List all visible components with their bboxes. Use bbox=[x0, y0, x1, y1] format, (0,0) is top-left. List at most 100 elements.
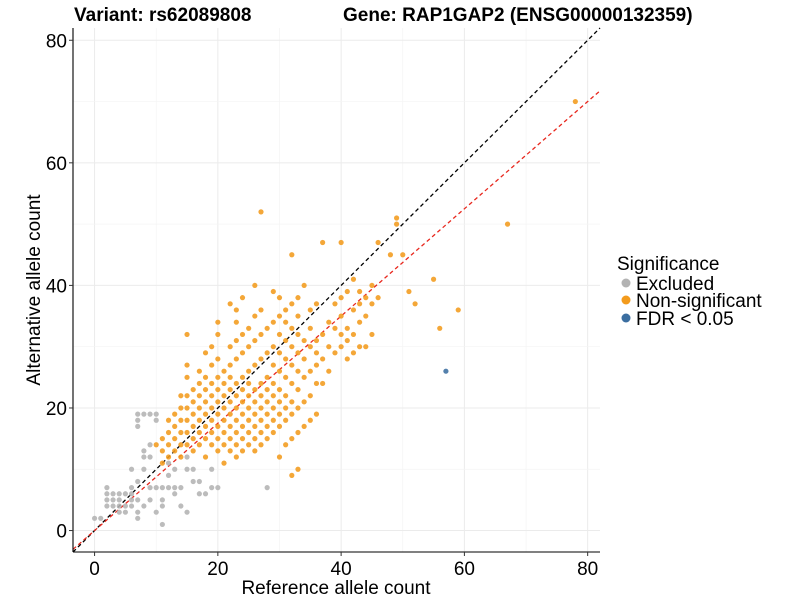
point-non-significant bbox=[276, 423, 283, 429]
point-non-significant bbox=[264, 436, 270, 442]
point-non-significant bbox=[258, 429, 264, 436]
point-excluded bbox=[141, 454, 147, 460]
point-excluded bbox=[159, 497, 165, 503]
point-non-significant bbox=[289, 362, 295, 368]
point-non-significant bbox=[165, 429, 172, 436]
point-non-significant bbox=[363, 295, 369, 301]
y-tick-label: 0 bbox=[56, 522, 67, 543]
point-excluded bbox=[110, 503, 116, 509]
point-non-significant bbox=[196, 429, 202, 436]
point-non-significant bbox=[221, 417, 227, 423]
point-non-significant bbox=[350, 331, 357, 338]
point-non-significant bbox=[172, 436, 178, 442]
point-non-significant bbox=[350, 276, 357, 282]
point-non-significant bbox=[363, 344, 369, 350]
point-non-significant bbox=[239, 399, 246, 405]
point-non-significant bbox=[437, 325, 443, 331]
point-non-significant bbox=[252, 448, 258, 454]
legend-entry-excluded: Excluded bbox=[621, 274, 714, 295]
point-excluded bbox=[147, 411, 153, 417]
point-non-significant bbox=[264, 374, 270, 380]
point-non-significant bbox=[227, 448, 233, 454]
point-non-significant bbox=[455, 307, 461, 313]
point-excluded bbox=[184, 509, 190, 515]
point-non-significant bbox=[295, 466, 301, 472]
point-non-significant bbox=[307, 344, 313, 350]
point-non-significant bbox=[338, 295, 344, 301]
point-non-significant bbox=[246, 368, 252, 374]
point-non-significant bbox=[178, 454, 184, 460]
point-excluded bbox=[190, 466, 196, 472]
point-excluded bbox=[135, 417, 141, 423]
point-excluded bbox=[122, 509, 128, 515]
point-excluded bbox=[116, 491, 122, 497]
y-tick-label: 80 bbox=[46, 31, 67, 52]
point-non-significant bbox=[233, 319, 239, 325]
point-excluded bbox=[135, 509, 141, 515]
point-non-significant bbox=[375, 295, 381, 301]
point-non-significant bbox=[233, 417, 239, 423]
title-variant: Variant: rs62089808 bbox=[74, 5, 251, 26]
point-non-significant bbox=[233, 442, 239, 448]
legend: Significance Excluded Non-significant FD… bbox=[617, 254, 762, 330]
point-non-significant bbox=[313, 350, 320, 356]
point-non-significant bbox=[301, 282, 307, 289]
point-non-significant bbox=[233, 454, 239, 460]
point-excluded bbox=[141, 503, 147, 509]
point-excluded bbox=[172, 466, 178, 472]
point-non-significant bbox=[400, 252, 406, 258]
point-non-significant bbox=[209, 429, 215, 436]
point-non-significant bbox=[276, 350, 283, 356]
point-non-significant bbox=[227, 374, 233, 380]
point-non-significant bbox=[190, 399, 196, 405]
point-non-significant bbox=[209, 344, 215, 350]
point-non-significant bbox=[289, 472, 295, 478]
point-non-significant bbox=[270, 417, 276, 423]
point-non-significant bbox=[239, 436, 246, 442]
point-non-significant bbox=[344, 356, 350, 362]
point-excluded bbox=[122, 503, 128, 509]
point-non-significant bbox=[283, 417, 289, 423]
point-non-significant bbox=[289, 399, 295, 405]
point-non-significant bbox=[264, 423, 270, 429]
point-non-significant bbox=[202, 386, 209, 393]
point-non-significant bbox=[369, 282, 375, 289]
point-non-significant bbox=[357, 301, 363, 307]
point-non-significant bbox=[344, 337, 350, 344]
point-excluded bbox=[104, 491, 110, 497]
point-non-significant bbox=[283, 356, 289, 362]
point-non-significant bbox=[178, 393, 184, 399]
point-non-significant bbox=[215, 423, 221, 429]
x-tick-label: 60 bbox=[454, 559, 475, 580]
point-non-significant bbox=[202, 399, 209, 405]
point-non-significant bbox=[357, 319, 363, 325]
point-non-significant bbox=[320, 331, 326, 338]
point-non-significant bbox=[233, 307, 239, 313]
point-non-significant bbox=[258, 209, 264, 215]
point-non-significant bbox=[233, 405, 239, 411]
point-non-significant bbox=[202, 436, 209, 442]
point-non-significant bbox=[215, 319, 221, 325]
point-excluded bbox=[135, 478, 141, 485]
point-non-significant bbox=[221, 460, 227, 466]
point-non-significant bbox=[184, 374, 190, 380]
point-non-significant bbox=[289, 380, 295, 387]
point-non-significant bbox=[276, 368, 283, 374]
point-non-significant bbox=[221, 368, 227, 374]
point-non-significant bbox=[332, 301, 338, 307]
point-non-significant bbox=[221, 442, 227, 448]
point-non-significant bbox=[350, 350, 357, 356]
point-non-significant bbox=[190, 386, 196, 393]
point-excluded bbox=[147, 454, 153, 460]
point-non-significant bbox=[239, 448, 246, 454]
point-non-significant bbox=[276, 386, 283, 393]
point-non-significant bbox=[295, 313, 301, 319]
point-non-significant bbox=[264, 411, 270, 417]
legend-entry-fdr: FDR < 0.05 bbox=[621, 309, 734, 330]
point-non-significant bbox=[184, 393, 190, 399]
point-non-significant bbox=[184, 331, 190, 338]
point-non-significant bbox=[196, 405, 202, 411]
point-non-significant bbox=[338, 239, 344, 246]
point-excluded bbox=[215, 485, 221, 491]
